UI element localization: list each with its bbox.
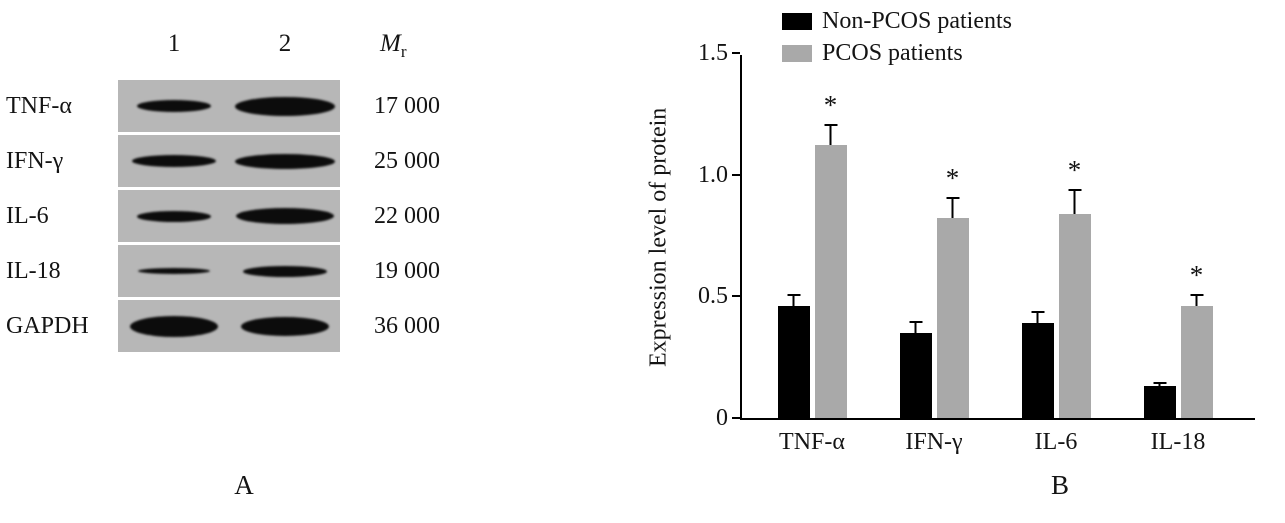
legend: Non-PCOS patients PCOS patients [782, 8, 1012, 67]
y-axis-tick-label: 1.0 [698, 161, 728, 188]
molecular-weight: 19 000 [374, 257, 440, 284]
bar-pcos: * [1180, 261, 1213, 418]
error-bar [946, 196, 959, 219]
x-category-label: TNF-α [779, 429, 845, 455]
lane-2-slot [229, 300, 340, 352]
bar-non-pcos [899, 320, 932, 418]
bar-group-2: * IFN-γ [873, 55, 995, 455]
significance-marker: * [823, 89, 838, 120]
lane-2-slot [229, 245, 340, 297]
molecular-weight: 36 000 [374, 312, 440, 339]
band-lane2 [240, 316, 329, 336]
legend-swatch-pcos [782, 45, 812, 62]
blot-row-il-18: IL-18 19 000 [6, 245, 440, 297]
blot-lane-box [118, 245, 340, 297]
y-axis-title: Expression level of protein [645, 107, 672, 368]
band-lane2 [234, 153, 335, 169]
legend-swatch-non-pcos [782, 13, 812, 30]
protein-label: IFN-γ [6, 147, 64, 174]
legend-item-non-pcos: Non-PCOS patients [782, 8, 1012, 35]
mr-column-header: Mr [380, 30, 407, 62]
bar-group-3: * IL-6 [995, 55, 1117, 455]
lane-2-slot [229, 80, 340, 132]
bar-group-4: * IL-18 [1117, 55, 1239, 455]
y-axis-tick [732, 173, 740, 176]
blot-row-tnf-alpha: TNF-α 17 000 [6, 80, 440, 132]
error-bar [787, 293, 800, 307]
panel-b-label: B [1050, 470, 1069, 500]
band-lane1 [131, 155, 216, 167]
molecular-weight: 17 000 [374, 92, 440, 119]
panel-a-label: A [234, 470, 254, 500]
bar-group-1: * TNF-α [751, 55, 873, 455]
lane-1-slot [118, 245, 229, 297]
significance-marker: * [1067, 155, 1082, 186]
bar-non-pcos [777, 293, 810, 418]
band-lane2 [234, 96, 335, 116]
protein-label: GAPDH [6, 312, 89, 339]
bar-non-pcos [1021, 310, 1054, 418]
significance-marker: * [945, 162, 960, 193]
error-bar [909, 320, 922, 334]
error-bar [1068, 189, 1081, 214]
legend-label-pcos: PCOS patients [822, 40, 963, 66]
panel-b-bar-chart: Non-PCOS patients PCOS patients Expressi… [640, 0, 1285, 523]
lane-1-slot [118, 135, 229, 187]
lane-1-slot [118, 80, 229, 132]
error-bar [1031, 310, 1044, 324]
legend-label-non-pcos: Non-PCOS patients [822, 8, 1013, 34]
y-axis-tick-label: 0.5 [698, 283, 728, 310]
y-axis-tick-label: 1.5 [698, 40, 728, 66]
y-axis-tick [732, 417, 740, 419]
band-lane2 [242, 265, 327, 277]
blot-row-gapdh: GAPDH 36 000 [6, 300, 440, 352]
lane-number-1: 1 [167, 30, 181, 57]
x-category-label: IL-18 [1150, 429, 1206, 455]
panel-a-western-blot: 1 2 Mr TNF-α 17 000 IFN-γ 25 000 [6, 0, 496, 523]
blot-rows: TNF-α 17 000 IFN-γ 25 000 IL-6 [6, 80, 440, 355]
plot-area: 0 0.5 1.0 1.5 * TNF-α * IFN-γ * IL-6 * IL-18 [698, 40, 1255, 455]
error-bar [1153, 381, 1166, 387]
lane-1-slot [118, 300, 229, 352]
blot-lane-box [118, 300, 340, 352]
error-bar [1190, 293, 1203, 307]
blot-lane-box [118, 80, 340, 132]
protein-label: IL-6 [6, 202, 49, 229]
band-lane1 [136, 210, 211, 222]
band-lane1 [136, 100, 211, 112]
lane-number-2: 2 [278, 30, 292, 57]
band-lane1 [129, 315, 218, 337]
blot-lane-box [118, 135, 340, 187]
x-category-label: IL-6 [1034, 429, 1078, 455]
bar-pcos: * [814, 91, 847, 418]
protein-label: IL-18 [6, 257, 61, 284]
lane-1-slot [118, 190, 229, 242]
significance-marker: * [1189, 259, 1204, 290]
error-bar [824, 123, 837, 146]
lane-2-slot [229, 190, 340, 242]
molecular-weight: 22 000 [374, 202, 440, 229]
lane-2-slot [229, 135, 340, 187]
x-category-label: IFN-γ [905, 429, 963, 455]
y-axis-tick-label: 0 [716, 405, 728, 431]
bar-non-pcos [1143, 381, 1176, 418]
blot-lane-box [118, 190, 340, 242]
mr-subscript: r [400, 42, 407, 61]
blot-row-ifn-gamma: IFN-γ 25 000 [6, 135, 440, 187]
band-lane2 [235, 208, 334, 224]
molecular-weight: 25 000 [374, 147, 440, 174]
bar-pcos: * [936, 164, 969, 418]
band-lane1 [137, 268, 210, 274]
y-axis-tick [732, 52, 740, 54]
y-axis-tick [732, 295, 740, 298]
legend-item-pcos: PCOS patients [782, 40, 1012, 67]
protein-label: TNF-α [6, 92, 72, 119]
blot-row-il-6: IL-6 22 000 [6, 190, 440, 242]
bar-pcos: * [1058, 157, 1091, 418]
mr-symbol: M [380, 30, 401, 57]
